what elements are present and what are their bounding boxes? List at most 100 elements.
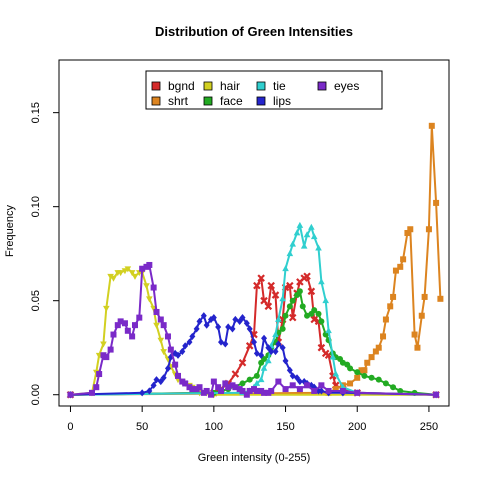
data-point-eyes [304,382,311,389]
data-point-lips [243,319,250,327]
data-point-shrt [437,295,444,302]
data-point-lips [275,340,282,348]
data-point-lips [146,387,153,395]
legend-swatch-bgnd [151,81,161,91]
data-point-face [246,376,253,383]
data-point-eyes [203,387,210,394]
data-point-shrt [421,293,428,300]
data-point-bgnd [257,274,265,282]
legend-label-eyes: eyes [334,79,359,93]
data-point-lips [175,351,182,359]
data-point-eyes [157,316,164,323]
data-point-lips [182,342,189,350]
x-tick-label: 50 [136,421,148,433]
data-point-bgnd [231,370,240,378]
data-point-shrt [387,303,394,310]
data-point-shrt [361,367,368,374]
data-point-lips [193,325,200,333]
data-point-lips [229,325,236,333]
data-point-lips [308,381,315,389]
data-point-eyes [339,387,346,394]
series-eyes [67,261,440,398]
data-point-eyes [225,384,232,391]
data-point-eyes [210,378,217,385]
data-point-eyes [124,327,131,334]
data-point-eyes [261,389,268,396]
data-point-bgnd [267,281,275,290]
data-point-lips [286,366,293,374]
data-point-hair [131,273,139,280]
data-point-shrt [390,293,397,300]
data-point-eyes [275,378,282,385]
data-point-tie [265,357,272,364]
data-point-eyes [117,318,124,325]
legend-swatch-lips [256,96,266,106]
data-point-face [318,318,325,325]
data-point-lips [272,347,279,356]
data-point-eyes [268,387,275,394]
data-point-tie [293,229,301,236]
legend-label-tie: tie [273,79,286,93]
legend-swatch-shrt [151,96,161,106]
x-tick-label: 100 [205,421,223,433]
data-point-shrt [433,199,440,206]
data-point-lips [282,357,289,365]
data-point-eyes [131,322,138,329]
data-point-shrt [404,230,411,236]
data-point-hair [143,283,150,290]
data-point-shrt [407,226,414,233]
data-point-lips [139,389,146,397]
data-point-shrt [425,226,432,233]
data-point-eyes [93,384,100,391]
data-point-eyes [175,372,182,379]
y-tick-label: 0.05 [30,290,42,311]
data-point-shrt [397,263,404,270]
data-point-lips [239,314,246,322]
data-point-hair [110,275,117,282]
data-point-tie [275,315,282,322]
data-point-eyes [207,391,214,398]
x-tick-label: 0 [67,421,73,433]
data-point-tie [310,233,318,240]
data-point-shrt [372,348,379,355]
data-point-bgnd [288,313,297,322]
data-point-tie [296,221,304,228]
data-point-lips [251,338,257,346]
data-point-shrt [354,374,361,381]
data-point-shrt [332,386,339,393]
data-point-bgnd [238,358,247,367]
data-point-face [315,310,322,317]
data-point-eyes [172,361,179,368]
data-point-hair [128,270,136,277]
data-point-eyes [107,346,114,353]
data-point-shrt [364,359,371,366]
data-point-shrt [418,312,425,319]
data-point-eyes [110,331,117,338]
y-tick-label: 0.10 [30,196,42,217]
data-point-tie [318,278,325,285]
data-point-lips [189,332,196,341]
data-point-shrt [400,256,407,263]
x-tick-label: 200 [348,421,366,433]
data-point-shrt [380,333,387,340]
data-point-face [382,380,389,387]
data-point-face [282,312,289,319]
data-point-lips [261,334,268,342]
data-point-eyes [153,308,160,315]
data-point-eyes [218,387,225,394]
data-point-tie [257,376,265,383]
data-point-bgnd [303,272,311,281]
x-tick-label: 150 [276,421,294,433]
data-point-face [239,380,246,387]
data-point-eyes [282,386,289,393]
legend-swatch-face [203,96,213,106]
data-point-eyes [311,387,318,394]
data-point-hair [100,341,107,348]
data-point-eyes [189,386,196,393]
data-point-lips [246,325,253,333]
data-point-eyes [67,391,74,398]
data-point-tie [272,330,279,337]
data-point-tie [322,297,329,304]
data-point-eyes [103,354,110,361]
